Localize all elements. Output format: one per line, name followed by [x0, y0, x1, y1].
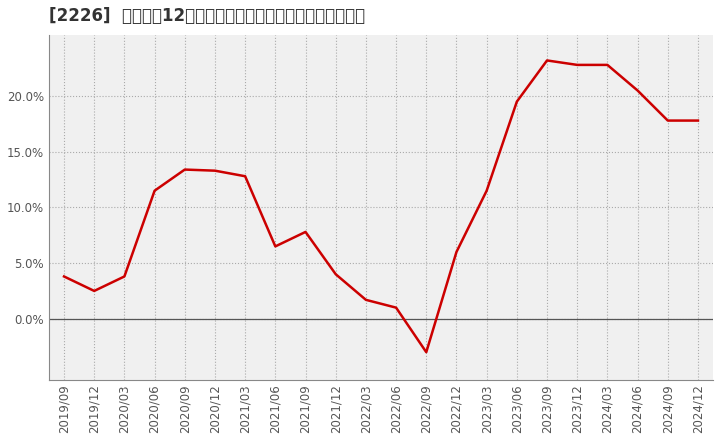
Text: [2226]  売上高の12か月移動合計の対前年同期増減率の推移: [2226] 売上高の12か月移動合計の対前年同期増減率の推移: [49, 7, 365, 25]
